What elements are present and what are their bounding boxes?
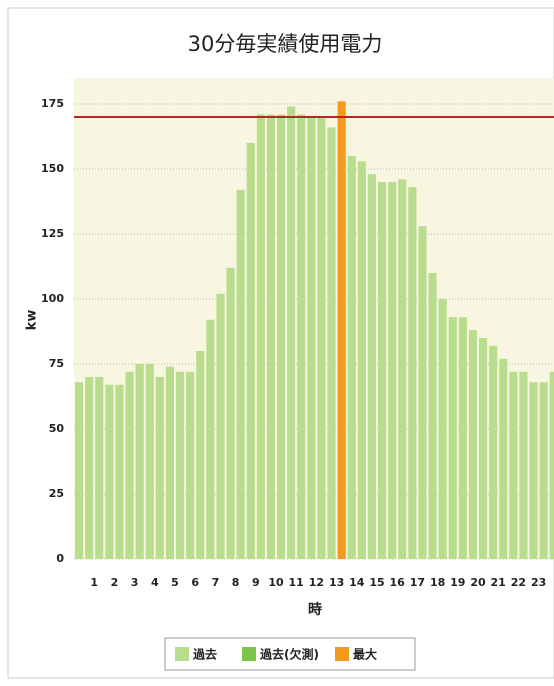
bar bbox=[458, 317, 467, 559]
bar bbox=[438, 299, 447, 559]
x-tick-label: 10 bbox=[268, 576, 284, 589]
x-axis-label: 時 bbox=[308, 601, 322, 618]
y-tick-label: 0 bbox=[56, 552, 64, 565]
bar bbox=[539, 382, 548, 559]
bar bbox=[105, 384, 114, 559]
x-tick-label: 8 bbox=[232, 576, 240, 589]
legend-label: 最大 bbox=[353, 647, 377, 662]
bar bbox=[489, 345, 498, 559]
bar bbox=[418, 226, 427, 559]
bar bbox=[347, 156, 356, 559]
bar bbox=[85, 377, 94, 559]
bar bbox=[226, 267, 235, 559]
legend-swatch bbox=[175, 647, 189, 661]
bar bbox=[327, 127, 336, 560]
x-tick-label: 5 bbox=[171, 576, 179, 589]
x-tick-label: 2 bbox=[111, 576, 119, 589]
bar bbox=[307, 117, 316, 559]
bar bbox=[125, 371, 134, 559]
x-tick-label: 12 bbox=[309, 576, 324, 589]
bar bbox=[115, 384, 124, 559]
legend-label: 過去(欠測) bbox=[259, 647, 319, 662]
x-tick-label: 15 bbox=[369, 576, 384, 589]
y-axis-label: kw bbox=[25, 310, 40, 331]
bar bbox=[95, 377, 104, 559]
bar bbox=[145, 364, 154, 559]
y-tick-label: 175 bbox=[41, 97, 64, 110]
x-tick-label: 17 bbox=[410, 576, 425, 589]
bar bbox=[277, 114, 286, 560]
x-tick-label: 18 bbox=[430, 576, 445, 589]
bar bbox=[297, 114, 306, 560]
x-tick-label: 22 bbox=[511, 576, 526, 589]
x-tick-label: 13 bbox=[329, 576, 344, 589]
bar bbox=[408, 187, 417, 559]
bar bbox=[186, 371, 195, 559]
bar bbox=[357, 161, 366, 559]
bar bbox=[256, 114, 265, 560]
bar bbox=[287, 106, 296, 559]
bar bbox=[509, 371, 518, 559]
x-tick-label: 19 bbox=[450, 576, 465, 589]
bar bbox=[176, 371, 185, 559]
bar bbox=[196, 351, 205, 559]
x-tick-label: 20 bbox=[470, 576, 486, 589]
x-tick-label: 4 bbox=[151, 576, 159, 589]
x-tick-label: 9 bbox=[252, 576, 260, 589]
x-tick-label: 7 bbox=[212, 576, 220, 589]
bar bbox=[519, 371, 528, 559]
bar bbox=[236, 189, 245, 560]
bar bbox=[165, 366, 174, 559]
bar bbox=[448, 317, 457, 559]
bar bbox=[499, 358, 508, 559]
bar bbox=[266, 114, 275, 560]
x-tick-label: 23 bbox=[531, 576, 546, 589]
y-tick-label: 75 bbox=[49, 357, 64, 370]
bar bbox=[529, 382, 538, 559]
y-tick-label: 50 bbox=[49, 422, 65, 435]
bar bbox=[479, 338, 488, 559]
chart-title: 30分毎実績使用電力 bbox=[188, 32, 383, 56]
bar bbox=[135, 364, 144, 559]
legend-label: 過去 bbox=[192, 647, 217, 662]
legend-swatch bbox=[335, 647, 349, 661]
x-tick-label: 3 bbox=[131, 576, 139, 589]
bar bbox=[428, 273, 437, 559]
bar bbox=[468, 330, 477, 559]
y-tick-label: 25 bbox=[49, 487, 64, 500]
legend-box bbox=[164, 637, 416, 671]
y-tick-label: 100 bbox=[41, 292, 64, 305]
x-tick-label: 11 bbox=[289, 576, 304, 589]
bar bbox=[246, 143, 255, 559]
bar bbox=[216, 293, 225, 559]
y-tick-label: 150 bbox=[41, 162, 64, 175]
legend-swatch bbox=[242, 647, 256, 661]
bar bbox=[155, 377, 164, 559]
bar bbox=[388, 182, 397, 559]
bar bbox=[206, 319, 215, 559]
bar bbox=[549, 371, 554, 559]
bar bbox=[337, 101, 346, 560]
bar bbox=[367, 174, 376, 559]
bar bbox=[317, 117, 326, 559]
x-tick-label: 1 bbox=[90, 576, 98, 589]
x-tick-label: 14 bbox=[349, 576, 365, 589]
bar bbox=[378, 182, 387, 559]
bar bbox=[398, 179, 407, 559]
x-tick-label: 21 bbox=[491, 576, 506, 589]
x-tick-label: 16 bbox=[390, 576, 406, 589]
y-tick-label: 125 bbox=[41, 227, 64, 240]
x-tick-label: 6 bbox=[191, 576, 199, 589]
bar bbox=[75, 382, 84, 559]
